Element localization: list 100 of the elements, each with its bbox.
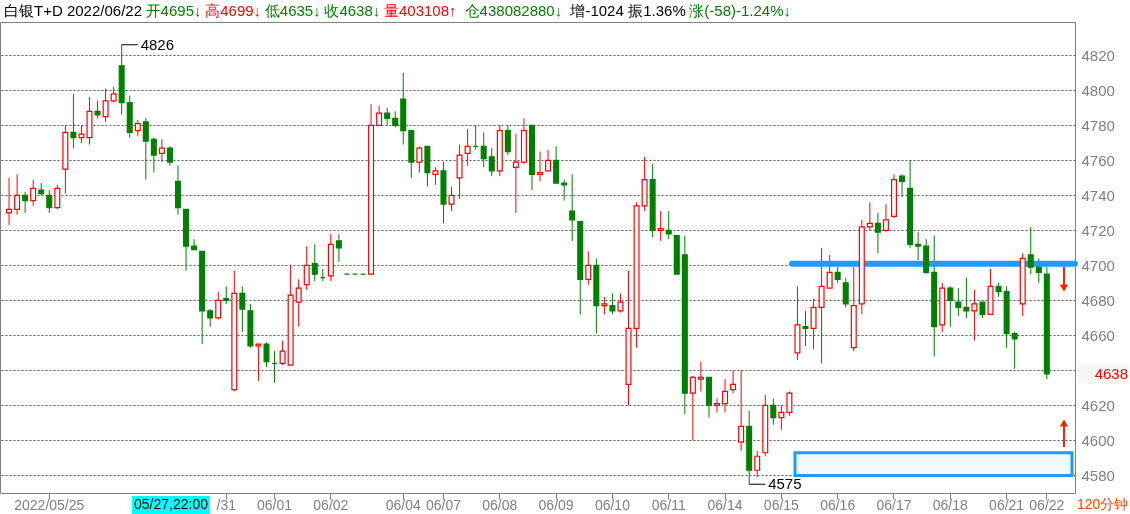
y-tick-label: 4800 [1081,81,1115,99]
candlestick [947,285,954,328]
annotation: 4826 [140,35,175,53]
candlestick [215,291,222,321]
x-tick-label: 06/15 [763,496,800,513]
y-tick-label: 4680 [1081,291,1115,309]
candlestick [279,340,286,366]
y-tick-label: 4740 [1081,186,1115,204]
candlestick [464,128,471,167]
candlestick [1035,257,1042,284]
candlestick [376,105,383,126]
candlestick [955,287,962,317]
candlestick [1011,331,1018,370]
x-tick-label: 06/14 [707,496,743,513]
x-tick-label: /31 [216,496,237,513]
candlestick [263,341,270,368]
candlestick [971,289,978,342]
y-tick-label: 4620 [1081,396,1115,414]
candlestick [335,233,342,263]
candlestick [311,243,318,282]
candlestick [778,404,785,431]
candlestick [14,173,21,216]
y-tick-label: 4660 [1081,326,1115,344]
candlestick [569,173,576,242]
x-tick-label: 2022/05/25 [14,496,85,513]
y-tick-label: 4720 [1081,221,1115,239]
x-tick-label: 06/02 [313,496,349,513]
candlestick [617,292,624,314]
candlestick [1027,226,1034,275]
x-tick-label: 06/07 [425,496,462,513]
candlestick [561,179,568,202]
candlestick [416,145,423,174]
candlestick [102,88,109,123]
text: 05/27,22:00 [134,496,209,512]
candlestick [255,343,262,382]
candlestick [899,173,906,198]
text: 120分钟 [1077,496,1129,512]
candlestick [738,369,745,452]
candlestick [46,189,53,214]
candlestick [786,390,793,417]
candlestick [6,177,13,226]
y-tick-label: 4760 [1081,151,1115,169]
candlestick [770,397,777,426]
x-tick-label: 06/01 [257,496,293,513]
x-tick-label: 06/09 [538,496,574,513]
candlestick [842,277,849,308]
candlestick [730,369,737,394]
candlestick [30,179,37,207]
x-tick-label: 06/16 [820,496,856,513]
candlestick [512,133,519,214]
y-tick-label: 4600 [1081,431,1115,449]
candlestick [488,147,495,177]
candlestick [142,117,149,181]
annotation: 4575 [768,475,802,493]
y-tick-label: 4780 [1081,116,1115,134]
candlestick [915,231,922,261]
y-tick-label: 4580 [1081,466,1115,484]
x-tick-label: 06/22 [1029,496,1065,513]
candlestick [874,212,881,254]
x-tick-label: 06/18 [932,496,969,513]
candlestick [585,250,592,286]
x-tick-label: 06/17 [876,496,912,513]
candlestick [713,397,721,413]
x-tick-label: 06/11 [651,496,686,513]
y-tick-label: 4700 [1081,256,1115,274]
candlestick [480,131,487,168]
candlestick [722,378,729,413]
x-tick-label: 06/10 [594,496,631,513]
candlestick [826,254,833,289]
candlestick [295,278,302,328]
candlestick [697,361,704,392]
candlestick [963,277,970,319]
candlestick [303,245,310,291]
candlestick [818,247,825,364]
candlestick [191,238,198,251]
candlestick [665,210,672,240]
candlestick [239,285,246,333]
candlestick [810,298,817,350]
candlestick [802,310,809,347]
text: 4638 [1094,364,1128,382]
candlestick [448,186,455,212]
candlestick [553,145,560,184]
candlestick [150,137,157,174]
candlestick [866,201,873,231]
candlestick [882,203,889,233]
candlestick [537,151,544,182]
candlestick [754,450,761,478]
candlestick [504,124,511,156]
candlestick [70,93,77,149]
x-tick-label: 06/21 [989,496,1025,513]
x-tick-label: 06/08 [482,496,518,513]
x-tick-label: 06/04 [385,496,421,513]
candlestick [545,149,552,172]
candlestick [54,184,61,210]
candlestick [609,292,616,315]
y-tick-label: 4820 [1081,46,1115,64]
candlestick [166,145,173,167]
candlestick [22,191,29,214]
candlestick [689,375,696,441]
candlestick [456,144,463,200]
